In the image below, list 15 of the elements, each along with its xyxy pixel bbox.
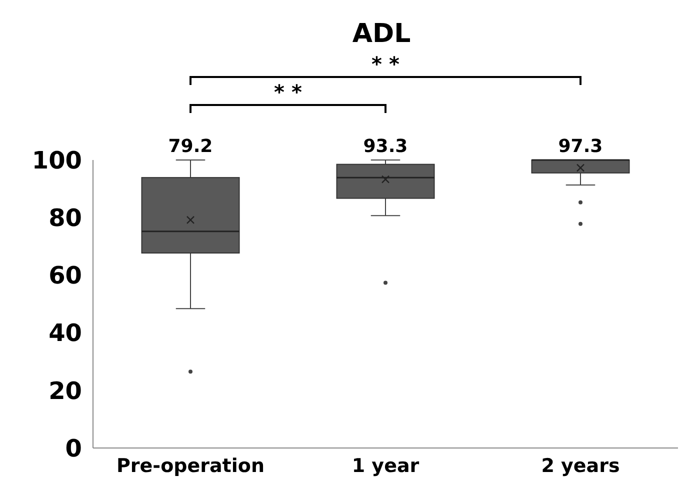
- chart-title: ADL: [352, 19, 411, 49]
- y-tick-label: 20: [48, 376, 82, 405]
- text: * *: [274, 80, 302, 104]
- y-tick-label: 40: [48, 319, 82, 348]
- text: * *: [372, 52, 400, 76]
- annotation: 79.2: [168, 136, 213, 157]
- y-tick-label: 80: [48, 204, 82, 232]
- x-tick-label: Pre-operation: [116, 455, 264, 477]
- y-tick-label: 100: [32, 146, 82, 174]
- annotation: 93.3: [363, 136, 408, 157]
- x-tick-label: 2 years: [541, 455, 620, 477]
- annotation: 97.3: [558, 136, 603, 157]
- y-tick-label: 0: [65, 434, 82, 462]
- y-tick-label: 60: [48, 262, 82, 290]
- x-tick-label: 1 year: [352, 455, 420, 477]
